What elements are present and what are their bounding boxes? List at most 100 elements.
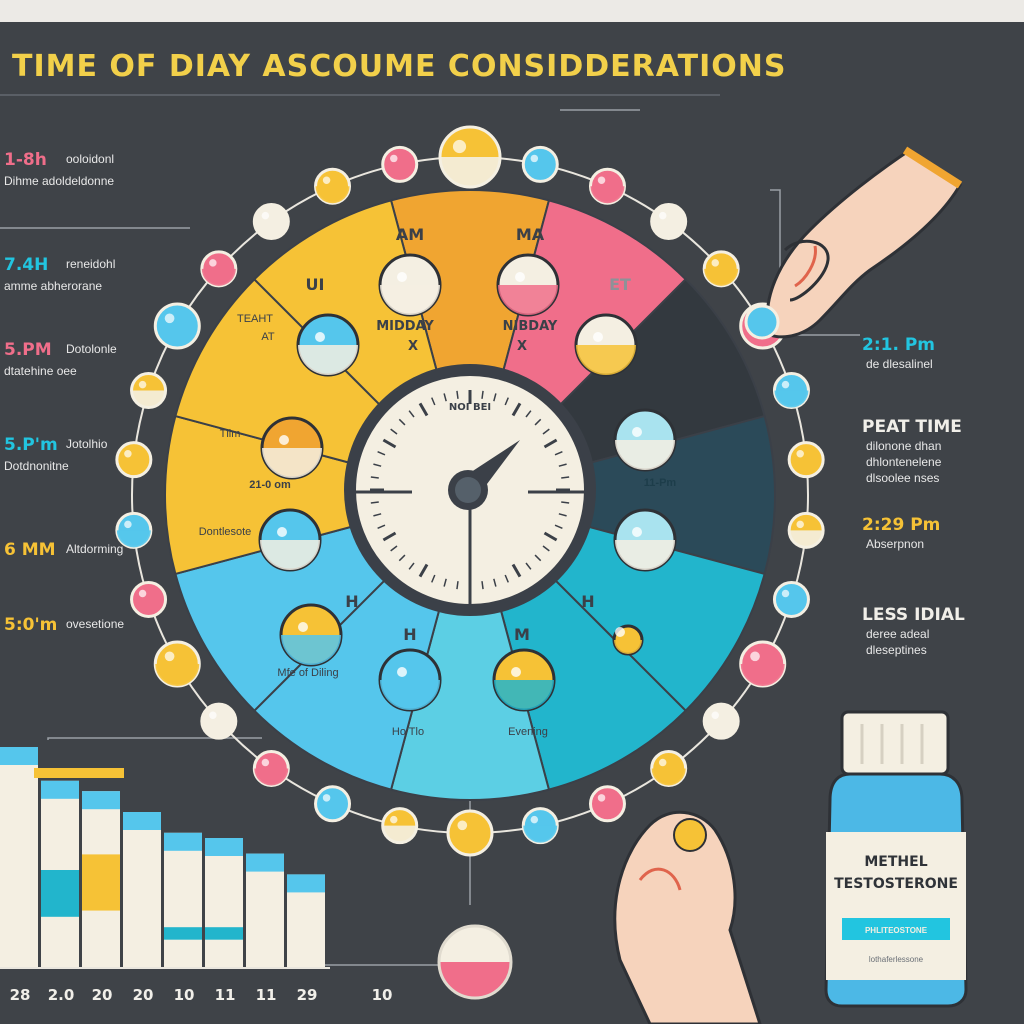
orbit-pill-3: [650, 203, 688, 241]
bar-tick-label: 28: [10, 986, 31, 1004]
bar-tick-labels: 28 2.0 20 20 10 11 11 29 10: [10, 986, 393, 1004]
right-label-desc: de dlesalinel: [866, 357, 933, 371]
bar-tick-label: 10: [174, 986, 195, 1004]
orbit-pill-18: [252, 749, 290, 787]
bottle-label-line1: METHEL: [864, 854, 927, 870]
bar-tick-label: 11: [256, 986, 277, 1004]
right-label-desc: dhlontenelene: [866, 455, 942, 469]
right-label-title: PEAT TIME: [862, 417, 962, 437]
right-label-title: LESS IDIAL: [862, 605, 965, 625]
right-label-0: 2:1. Pm de dlesalinel: [862, 335, 935, 371]
main-title: TIME OF DIAY ASCOUME CONSIDDERATIONS: [12, 49, 786, 84]
left-label-desc: dtatehine oee: [4, 364, 77, 378]
orbit-pill-11: [702, 702, 740, 740]
bar-tick-label: 11: [215, 986, 236, 1004]
hand-top-icon: [744, 146, 963, 340]
clock-label: NOI BEI: [449, 402, 491, 413]
svg-text:TEAHT: TEAHT: [237, 313, 273, 325]
orbit-pill-12: [650, 749, 688, 787]
svg-text:AT: AT: [261, 331, 275, 343]
left-label-time: 7.4H: [4, 255, 48, 275]
center-clock: NOI BEI: [344, 364, 596, 616]
svg-text:UI: UI: [306, 275, 325, 294]
orbit-pill-13: [588, 785, 626, 823]
segment-texts: AM MA ET UI MIDDAY X NIBDAY X TEAHT AT T…: [199, 225, 677, 738]
svg-text:Mfe of Diling: Mfe of Diling: [277, 667, 338, 679]
left-label-3: 5.P'm Jotolhio Dotdnonitne: [4, 435, 108, 473]
right-label-title: 2:29 Pm: [862, 515, 940, 535]
left-label-time: 5.PM: [4, 340, 52, 360]
svg-text:Dontlesote: Dontlesote: [199, 526, 252, 538]
right-labels: 2:1. Pm de dlesalinel PEAT TIME dilonone dh…: [862, 335, 965, 657]
segment-pill-9: [378, 648, 442, 712]
orbit-pill-1: [521, 145, 559, 183]
bar-tick-label: 29: [297, 986, 318, 1004]
left-label-desc: Dihme adoldeldonne: [4, 174, 114, 188]
left-label-note: Jotolhio: [66, 437, 108, 451]
svg-text:ET: ET: [609, 275, 631, 294]
orbit-pill-9: [772, 580, 810, 618]
bar-1: [41, 780, 79, 968]
held-pill: [744, 304, 780, 340]
orbit-pill-4: [702, 250, 740, 288]
bar-tick-label: 10: [372, 986, 393, 1004]
left-label-1: 7.4H reneidohl amme abherorane: [4, 255, 115, 293]
bar-6: [246, 853, 284, 968]
segment-pill-8: [279, 603, 343, 667]
orbit-pill-24: [130, 372, 168, 410]
svg-text:21-0 om: 21-0 om: [249, 479, 291, 491]
left-labels: 1-8h ooloidonl Dihme adoldeldonne 7.4H renei…: [4, 150, 124, 635]
orbit-pill-23: [115, 441, 153, 479]
orbit-pill-22: [115, 511, 153, 549]
bar-3: [123, 812, 161, 968]
bar-tick-label: 2.0: [48, 986, 75, 1004]
svg-text:H: H: [403, 625, 416, 644]
right-label-desc: deree adeal: [866, 627, 929, 641]
left-label-0: 1-8h ooloidonl Dihme adoldeldonne: [4, 150, 114, 188]
right-label-desc: Abserpnon: [866, 537, 924, 551]
left-label-desc: amme abherorane: [4, 279, 102, 293]
orbit-pill-21: [130, 580, 168, 618]
segment-pill-5: [613, 408, 677, 472]
segment-pill-11: [612, 624, 644, 656]
bar-tick-label: 20: [92, 986, 113, 1004]
orbit-pills: [115, 125, 825, 857]
hand-bottom-icon: [613, 810, 762, 1024]
left-label-note: ooloidonl: [66, 152, 114, 166]
left-label-note: reneidohl: [66, 257, 115, 271]
left-label-desc: Dotdnonitne: [4, 459, 69, 473]
left-label-note: Dotolonle: [66, 342, 117, 356]
svg-text:Evening: Evening: [508, 726, 548, 738]
orbit-pill-10: [739, 640, 787, 688]
orbit-pill-20: [153, 640, 201, 688]
segment-pill-0: [378, 253, 442, 317]
orbit-pill-2: [588, 167, 626, 205]
svg-text:M: M: [514, 625, 530, 644]
svg-text:Tlim: Tlim: [220, 428, 241, 440]
pill-bottle: METHEL TESTOSTERONE PHLITEOSTONE lothafe…: [824, 710, 968, 1008]
orbit-pill-29: [381, 145, 419, 183]
bar-tick-label: 20: [133, 986, 154, 1004]
left-label-time: 5.P'm: [4, 435, 58, 455]
svg-text:H: H: [581, 592, 594, 611]
orbit-pill-17: [314, 785, 352, 823]
segment-pill-10: [492, 648, 556, 712]
wheel-segment-6: [389, 491, 551, 801]
right-label-2: 2:29 Pm Abserpnon: [862, 515, 940, 551]
right-label-desc: dlsoolee nses: [866, 471, 939, 485]
right-label-desc: dleseptines: [866, 643, 927, 657]
left-label-note: Altdorming: [66, 542, 123, 556]
svg-text:MIDDAY: MIDDAY: [376, 319, 434, 334]
segment-pill-6: [258, 508, 322, 572]
svg-text:Ho Tlo: Ho Tlo: [392, 726, 424, 738]
bottle-label-line2: TESTOSTERONE: [834, 876, 958, 892]
svg-text:X: X: [517, 339, 527, 354]
bar-2: [82, 791, 120, 968]
left-label-2: 5.PM Dotolonle dtatehine oee: [4, 340, 117, 378]
segment-pill-3: [296, 313, 360, 377]
wheel-segment-9: [164, 414, 474, 576]
orbit-pill-19: [200, 702, 238, 740]
svg-text:X: X: [408, 339, 418, 354]
svg-text:NIBDAY: NIBDAY: [503, 319, 558, 334]
